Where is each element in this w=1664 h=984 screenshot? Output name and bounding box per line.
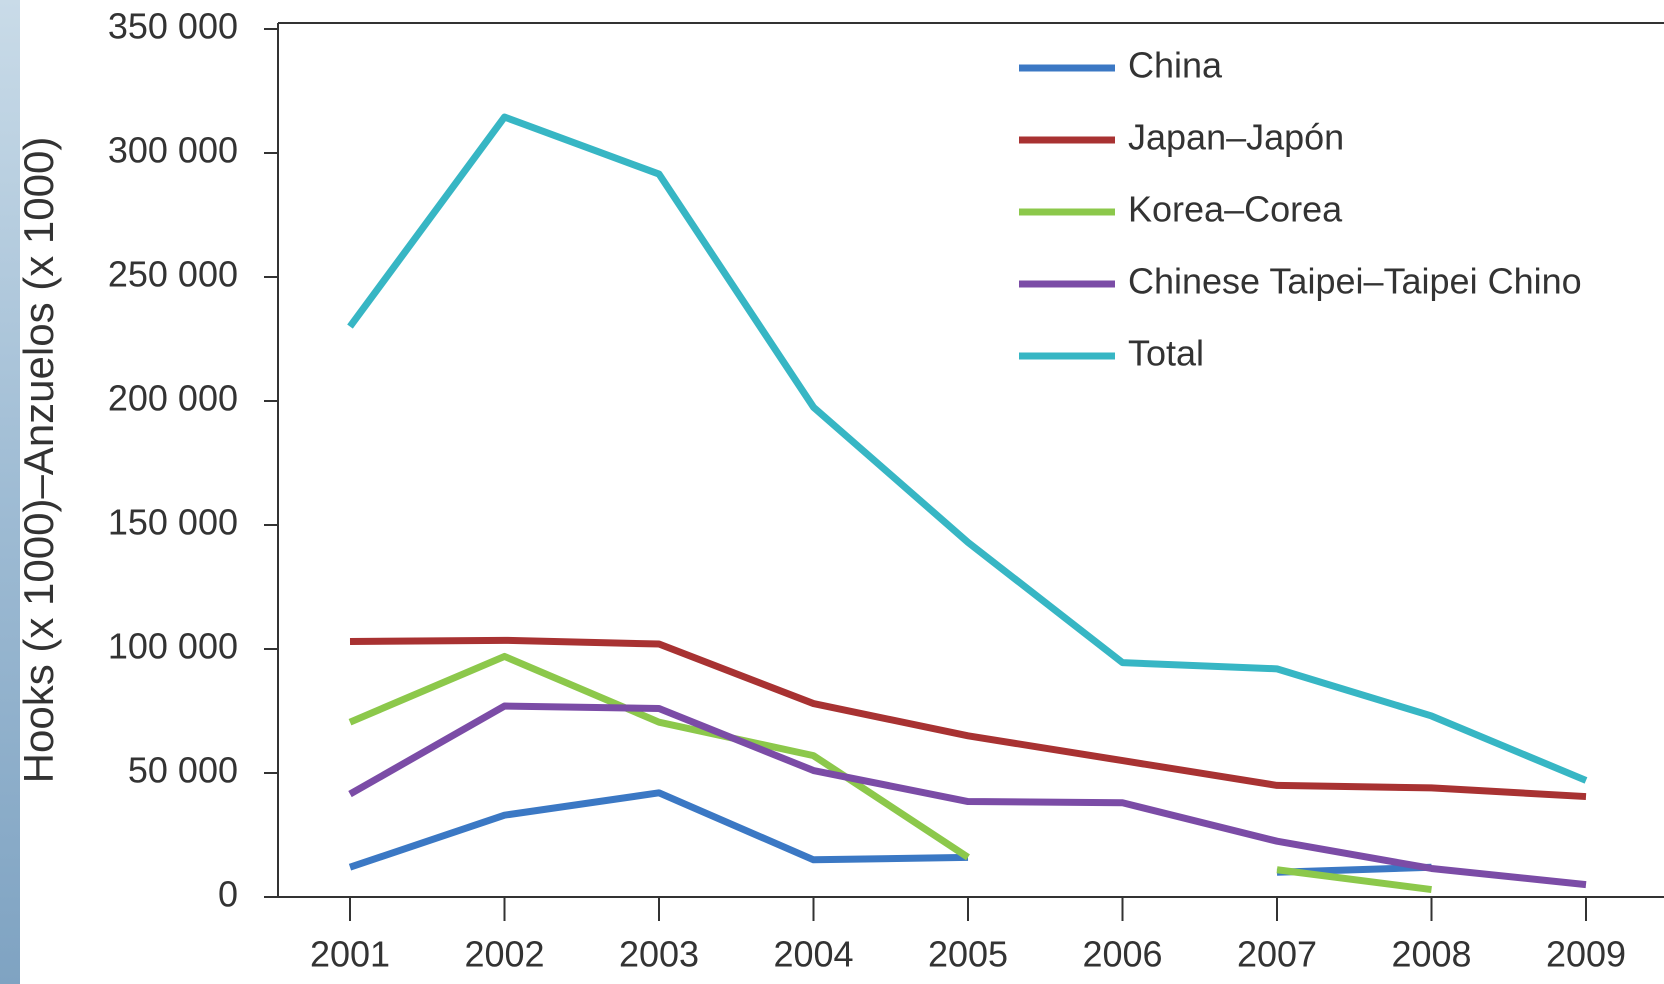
y-tick-label: 250 000 <box>108 254 238 295</box>
y-tick-label: 100 000 <box>108 626 238 667</box>
y-tick-label: 50 000 <box>128 750 238 791</box>
x-tick-label: 2005 <box>928 934 1008 975</box>
y-tick-label: 0 <box>218 874 238 915</box>
x-tick-label: 2007 <box>1237 934 1317 975</box>
line-series <box>348 702 1587 889</box>
legend-label: Total <box>1128 333 1204 374</box>
y-tick-label: 150 000 <box>108 502 238 543</box>
x-tick-label: 2008 <box>1391 934 1471 975</box>
x-tick-label: 2004 <box>773 934 853 975</box>
legend-label: Korea–Corea <box>1128 189 1343 230</box>
legend-label: Chinese Taipei–Taipei Chino <box>1128 261 1582 302</box>
line-series <box>347 113 1588 784</box>
x-tick-label: 2001 <box>310 934 390 975</box>
line-series <box>348 652 1432 894</box>
legend-label: Japan–Japón <box>1128 117 1344 158</box>
y-axis-label: Hooks (x 1000)–Anzuelos (x 1000) <box>15 137 62 784</box>
line-series <box>349 636 1587 801</box>
x-tick-label: 2003 <box>619 934 699 975</box>
x-tick-label: 2002 <box>464 934 544 975</box>
x-tick-label: 2006 <box>1082 934 1162 975</box>
legend-label: China <box>1128 45 1223 86</box>
y-tick-label: 350 000 <box>108 6 238 47</box>
y-tick-label: 300 000 <box>108 130 238 171</box>
x-tick-label: 2009 <box>1546 934 1626 975</box>
y-tick-label: 200 000 <box>108 378 238 419</box>
chart-panel <box>20 0 1664 984</box>
